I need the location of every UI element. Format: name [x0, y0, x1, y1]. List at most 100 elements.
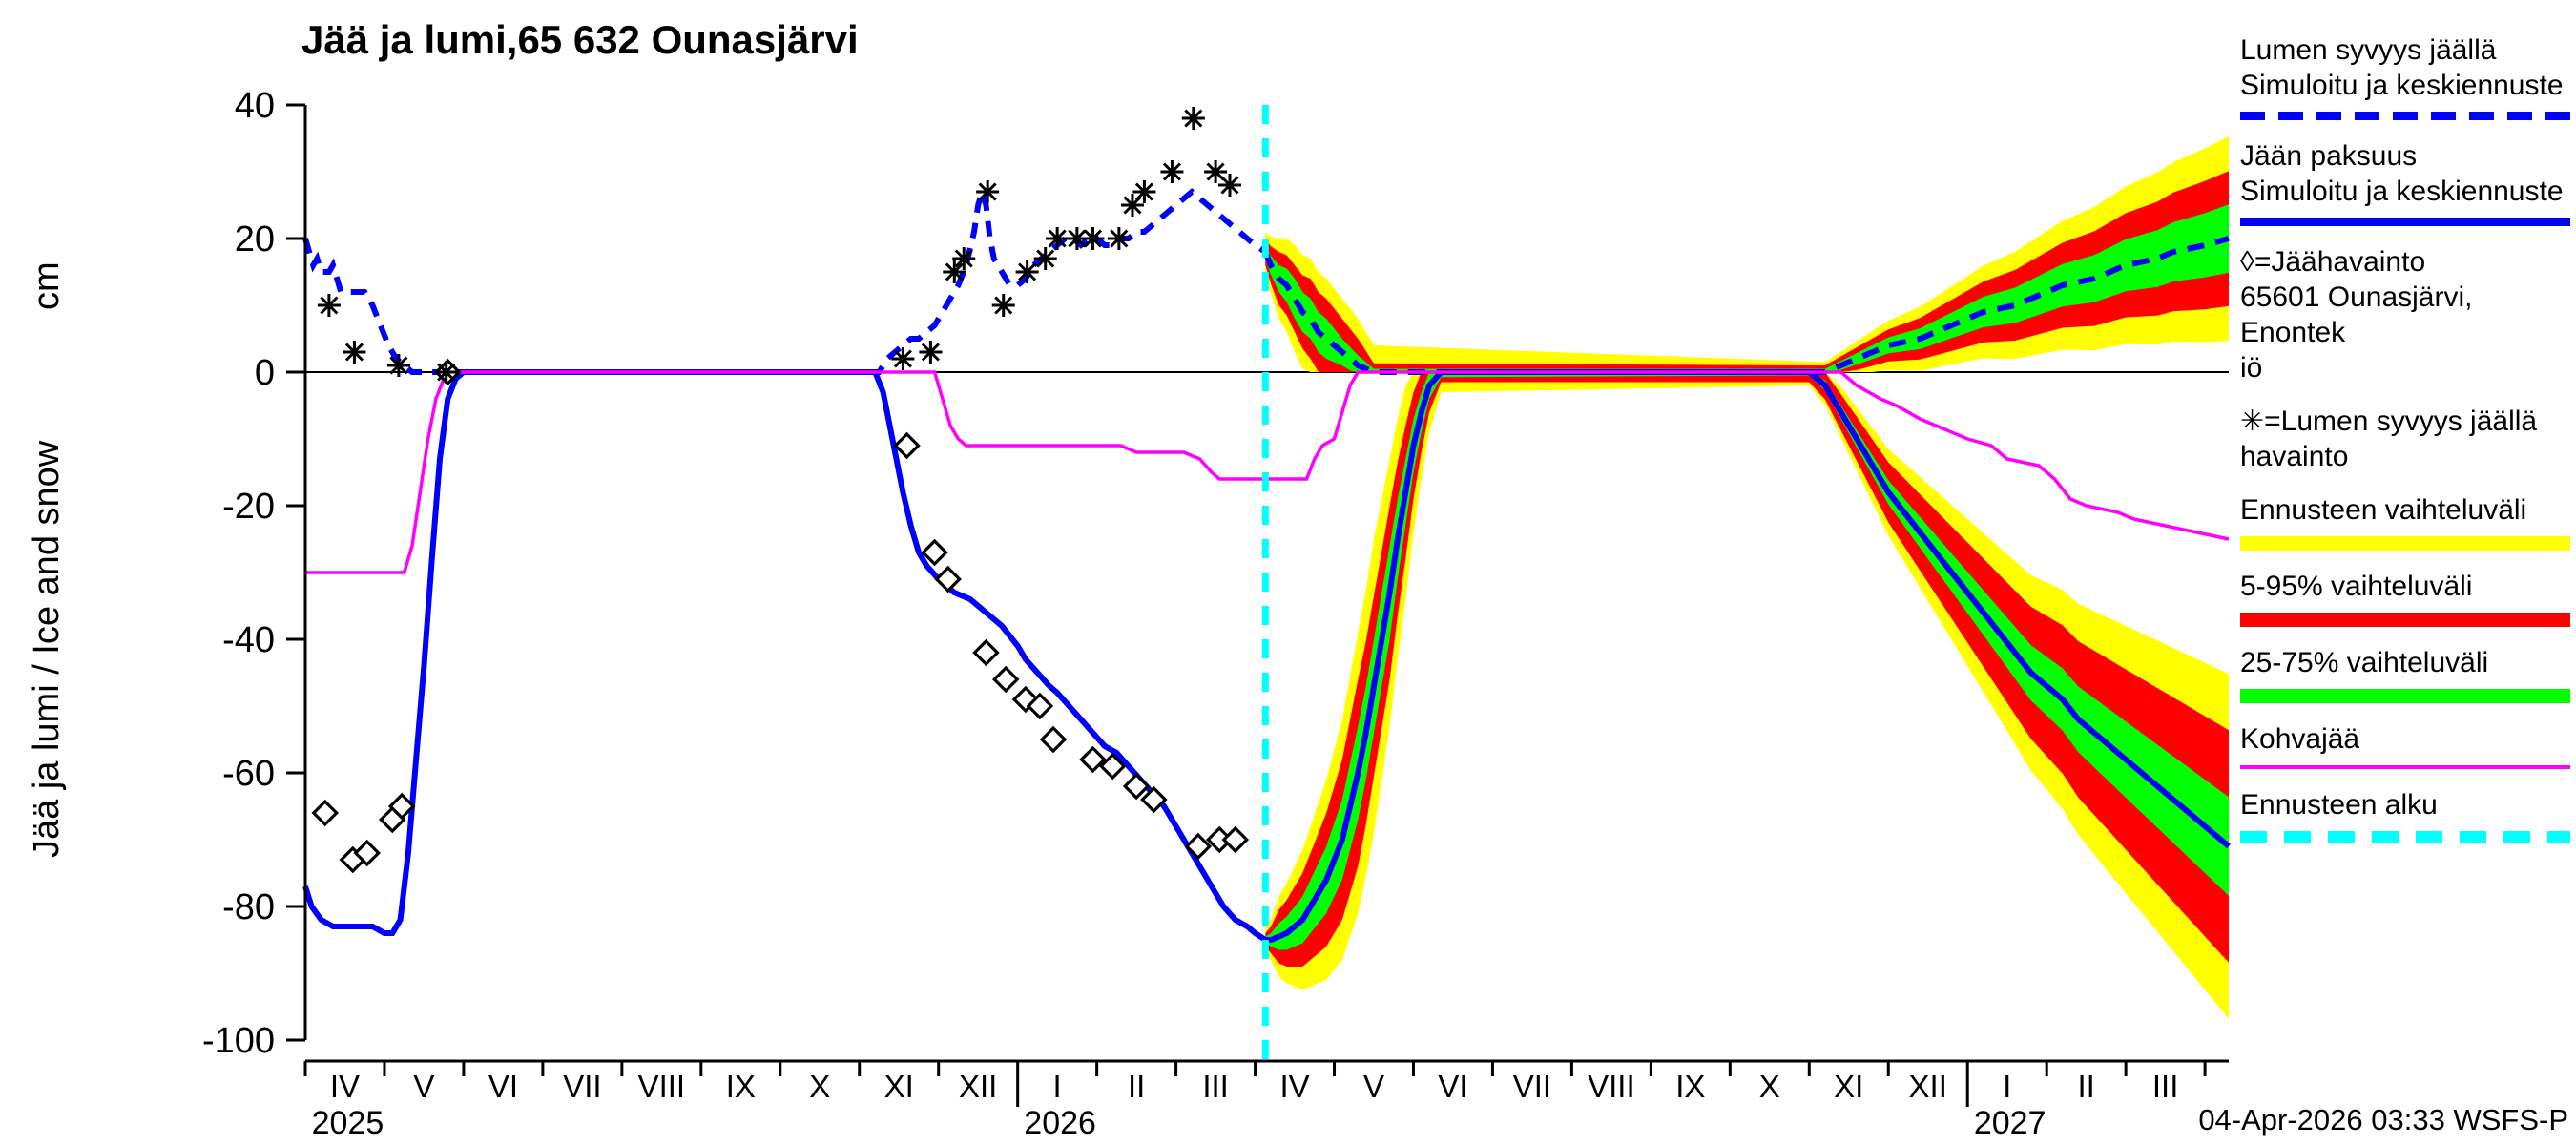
y-tick-label: -80: [222, 887, 275, 927]
snow-observation-marker: [343, 341, 366, 364]
snow-observation-marker: [386, 354, 410, 377]
legend-item-kohvajaa: Kohvajää: [2240, 721, 2570, 769]
legend-sample-cyan-dashed: [2240, 831, 2570, 843]
ice-observation-marker: [1098, 752, 1127, 781]
chart-title: Jää ja lumi,65 632 Ounasjärvi: [301, 17, 859, 62]
snow-observation-marker: [317, 294, 341, 317]
month-label: IX: [726, 1069, 756, 1104]
snow-forecast-line: [1262, 236, 2230, 375]
month-label: II: [2077, 1069, 2094, 1104]
month-label: X: [809, 1069, 830, 1104]
y-tick-label: -40: [222, 620, 275, 660]
legend-item-snow-obs: ✳=Lumen syvyys jäällä havainto: [2240, 404, 2570, 474]
snow-observation-marker: [1160, 160, 1184, 183]
ice-observation-marker: [893, 431, 921, 460]
legend-label: Lumen syvyys jäällä: [2240, 34, 2497, 66]
y-tick-label: 20: [235, 219, 275, 260]
ice-observation-marker: [972, 638, 1000, 667]
legend-item-range-5-95: 5-95% vaihteluväli: [2240, 569, 2570, 627]
y-tick-label: -60: [222, 754, 275, 794]
ice-band-green: [1265, 372, 2229, 950]
snow-observation-marker: [1218, 174, 1242, 197]
y-tick-label: -20: [222, 487, 275, 527]
legend-label: iö: [2240, 352, 2263, 384]
month-label: VIII: [638, 1069, 686, 1104]
snow-observation-marker: [891, 347, 915, 370]
year-label: 2025: [312, 1105, 384, 1141]
ice-observation-marker: [1079, 745, 1107, 774]
ice-observation-marker: [353, 839, 381, 867]
ice-observation-marker: [921, 538, 948, 567]
ice-observation-marker: [1026, 692, 1054, 720]
legend-label: Ennusteen vaihteluväli: [2240, 494, 2527, 526]
snow-observation-marker: [943, 260, 966, 283]
ice-observation-marker: [1140, 785, 1168, 814]
month-label: I: [1053, 1069, 1062, 1104]
snow-observation-marker: [1081, 227, 1105, 250]
legend-label: Jään paksuus: [2240, 140, 2418, 172]
snow-observation-marker: [1065, 227, 1089, 250]
legend-item-forecast-range: Ennusteen vaihteluväli: [2240, 492, 2570, 551]
ice-observation-marker: [934, 565, 962, 593]
legend-label: Simuloitu ja keskiennuste: [2240, 70, 2564, 101]
ice-observation-marker: [387, 792, 416, 821]
month-label: XII: [1909, 1069, 1947, 1104]
month-label: V: [413, 1069, 434, 1104]
month-label: III: [2152, 1069, 2179, 1104]
legend-sample-yellow: [2240, 536, 2570, 551]
snow-observation-marker: [991, 294, 1015, 317]
month-label: IV: [1279, 1069, 1309, 1104]
legend-sample-blue-dashed: [2240, 112, 2570, 120]
ice-observation-marker: [1184, 832, 1213, 861]
kohvajaa-line: [305, 370, 2230, 574]
legend-item-range-25-75: 25-75% vaihteluväli: [2240, 645, 2570, 703]
legend-label: 5-95% vaihteluväli: [2240, 571, 2473, 602]
ice-forecast-line: [1265, 369, 2231, 943]
legend-label: havainto: [2240, 441, 2349, 472]
legend-item-snow-sim: Lumen syvyys jäällä Simuloitu ja keskienn…: [2240, 32, 2570, 120]
legend-sample-green: [2240, 689, 2570, 703]
legend-sample-blue-solid: [2240, 218, 2570, 226]
ice-observation-marker: [1122, 772, 1151, 801]
ice-observation-marker: [1221, 825, 1250, 854]
month-label: III: [1202, 1069, 1229, 1104]
month-label: II: [1128, 1069, 1145, 1104]
month-label: VI: [1438, 1069, 1467, 1104]
legend-label: Kohvajää: [2240, 723, 2360, 755]
ice-sim-line: [302, 369, 1267, 943]
y-tick-label: -100: [202, 1021, 275, 1061]
snow-observation-marker: [1204, 160, 1228, 183]
legend-label: ◊=Jäähavainto: [2240, 246, 2426, 278]
snow-observation-marker: [976, 180, 1000, 203]
legend-item-ice-obs: ◊=Jäähavainto 65601 Ounasjärvi, Enontek iö: [2240, 244, 2570, 385]
month-label: XII: [959, 1069, 997, 1104]
snow-observation-marker: [919, 341, 943, 364]
ice-observation-marker: [311, 799, 340, 827]
month-label: IX: [1675, 1069, 1705, 1104]
legend-sample-red: [2240, 613, 2570, 627]
y-tick-label: 40: [235, 86, 275, 126]
legend-item-ice-sim: Jään paksuus Simuloitu ja keskiennuste: [2240, 138, 2570, 226]
ice-observation-marker: [991, 665, 1020, 694]
month-label: XI: [884, 1069, 914, 1104]
legend-label: 25-75% vaihteluväli: [2240, 647, 2489, 678]
ice-observation-marker: [1039, 725, 1068, 754]
month-label: VI: [488, 1069, 518, 1104]
month-label: V: [1363, 1069, 1384, 1104]
legend-label: ✳=Lumen syvyys jäällä: [2240, 406, 2538, 437]
snow-observation-marker: [952, 247, 976, 270]
snow-observation-marker: [1046, 227, 1070, 250]
month-label: I: [2003, 1069, 2011, 1104]
snow-observation-marker: [434, 361, 458, 384]
year-label: 2026: [1024, 1105, 1096, 1141]
snow-observation-marker: [1120, 194, 1144, 217]
month-label: VII: [563, 1069, 601, 1104]
legend-label: Simuloitu ja keskiennuste: [2240, 176, 2564, 207]
month-label: VII: [1513, 1069, 1551, 1104]
legend-item-forecast-start: Ennusteen alku: [2240, 787, 2570, 843]
month-label: IV: [330, 1069, 360, 1104]
snow-observation-marker: [1033, 247, 1057, 270]
snow-observation-marker: [1107, 227, 1131, 250]
